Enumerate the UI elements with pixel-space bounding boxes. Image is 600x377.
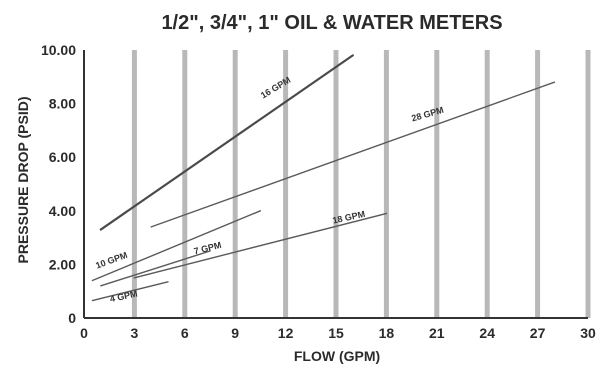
x-tick-label: 18 <box>379 325 395 341</box>
series-line-4 <box>100 250 211 287</box>
series-label-4: 7 GPM <box>193 240 223 256</box>
x-tick-label: 30 <box>580 325 596 341</box>
series-label-1: 28 GPM <box>410 105 444 124</box>
x-tick-label: 15 <box>328 325 344 341</box>
x-tick-label: 6 <box>181 325 189 341</box>
axes <box>83 50 588 319</box>
y-tick-label: 6.00 <box>49 149 76 165</box>
series-line-2 <box>133 212 388 279</box>
series-line-0 <box>99 54 354 231</box>
series-line-5 <box>91 281 169 302</box>
series-lines <box>91 54 556 302</box>
x-tick-label: 21 <box>429 325 445 341</box>
x-tick-label: 3 <box>131 325 139 341</box>
y-axis-title: PRESSURE DROP (PSID) <box>15 97 31 264</box>
x-tick-label: 0 <box>80 325 88 341</box>
x-tick-label: 12 <box>278 325 294 341</box>
series-line-1 <box>150 81 556 228</box>
x-tick-label: 27 <box>530 325 546 341</box>
y-tick-label: 10.00 <box>41 42 76 58</box>
tick-labels: 0 3 6 9 12 15 18 21 24 27 30 0 2.00 4.00 6.00 8.00 10.00 <box>41 42 596 341</box>
grid-lines <box>131 50 591 318</box>
x-tick-label: 24 <box>479 325 495 341</box>
series-line-3 <box>91 210 262 282</box>
x-axis-title: FLOW (GPM) <box>294 348 380 364</box>
chart-title: 1/2", 3/4", 1" OIL & WATER METERS <box>161 12 502 34</box>
y-tick-label: 4.00 <box>49 203 76 219</box>
y-tick-label: 0 <box>68 310 76 326</box>
y-tick-label: 2.00 <box>49 256 76 272</box>
y-tick-label: 8.00 <box>49 96 76 112</box>
x-tick-label: 9 <box>231 325 239 341</box>
